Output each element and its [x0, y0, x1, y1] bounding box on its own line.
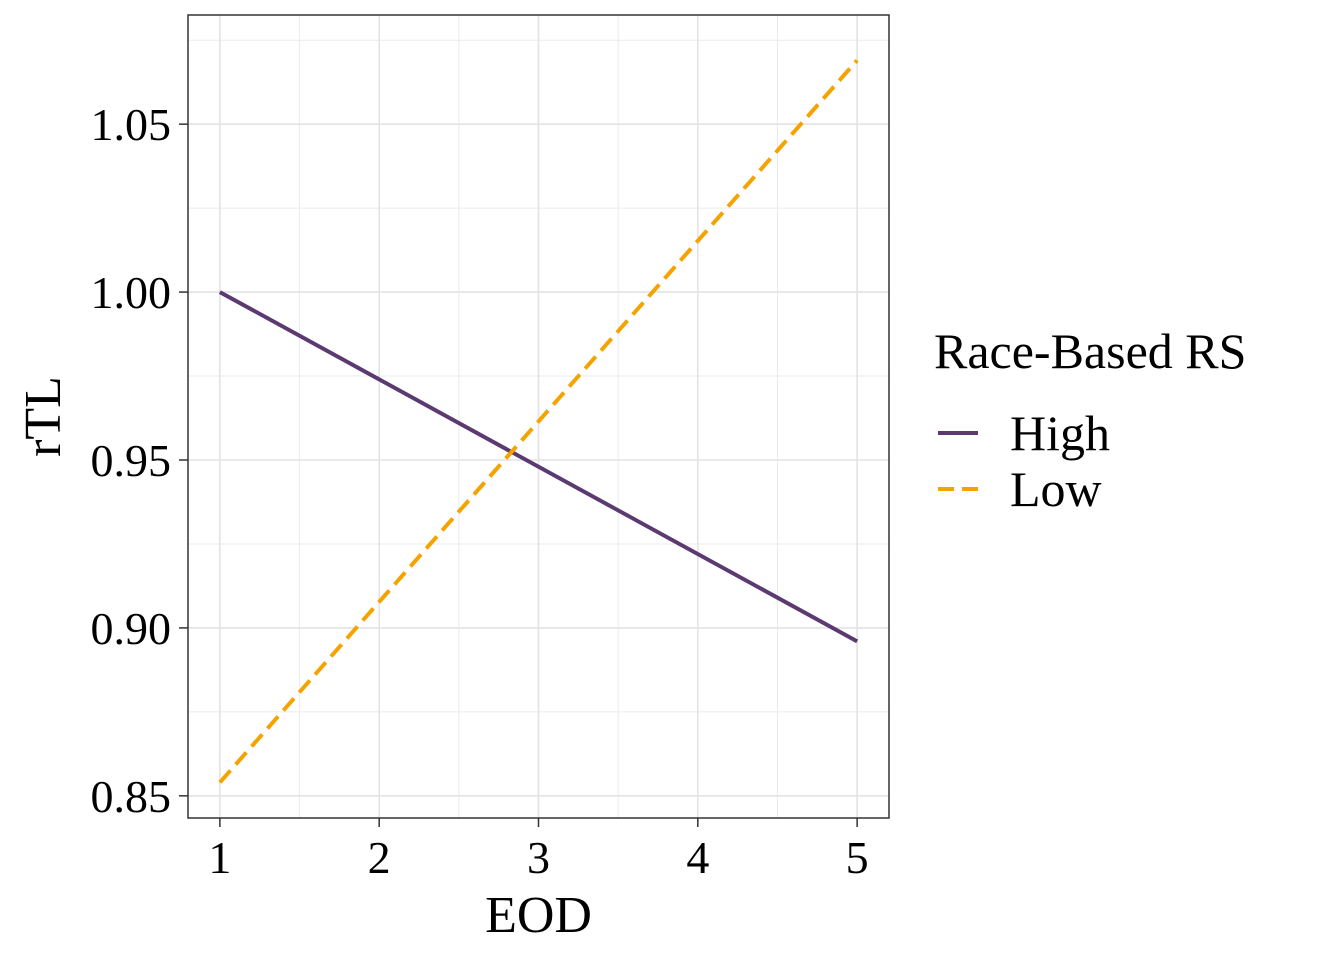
legend-label-high: High — [1010, 405, 1110, 461]
series-layer — [218, 59, 859, 784]
x-axis-ticks: 1 2 3 4 5 — [208, 818, 869, 883]
legend-title: Race-Based RS — [934, 323, 1246, 379]
y-tick-label: 1.00 — [91, 267, 172, 318]
x-axis-title: EOD — [485, 887, 592, 944]
x-tick-label: 1 — [208, 832, 231, 883]
y-tick-label: 0.85 — [91, 771, 172, 822]
x-tick-label: 4 — [686, 832, 709, 883]
y-axis-title: rTL — [15, 376, 72, 457]
y-tick-label: 0.95 — [91, 435, 172, 486]
legend-label-low: Low — [1010, 461, 1102, 517]
series-line-low — [218, 59, 859, 784]
series-line-high — [218, 290, 859, 644]
x-tick-label: 3 — [527, 832, 550, 883]
y-axis-ticks: 0.85 0.90 0.95 1.00 1.05 — [91, 99, 188, 822]
x-tick-label: 2 — [368, 832, 391, 883]
grid-major — [188, 15, 889, 818]
y-tick-label: 0.90 — [91, 603, 172, 654]
x-tick-label: 5 — [846, 832, 869, 883]
y-tick-label: 1.05 — [91, 99, 172, 150]
